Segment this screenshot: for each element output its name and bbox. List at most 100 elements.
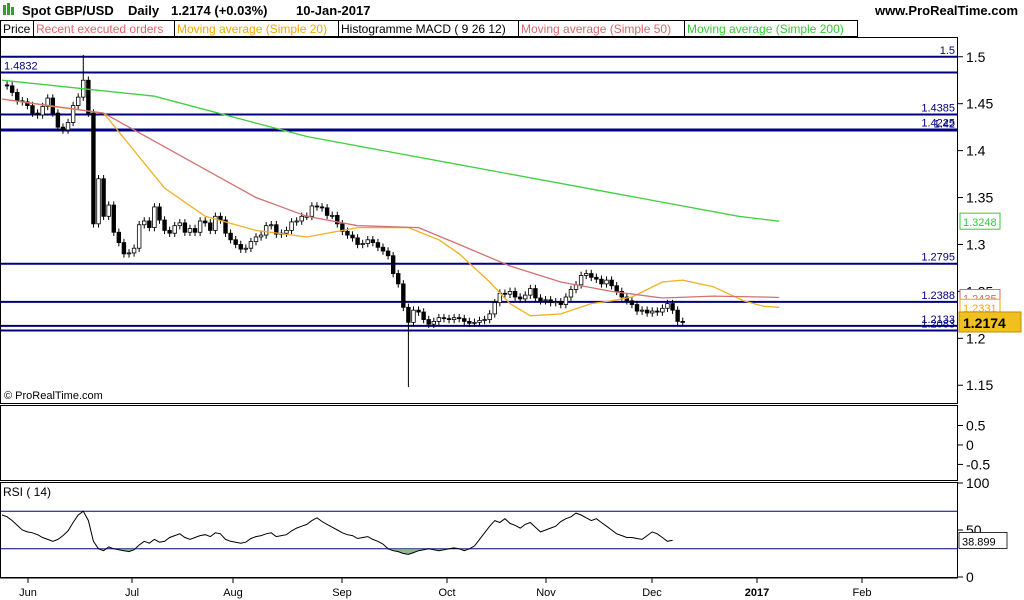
candle-body[interactable] (390, 255, 396, 274)
candle-body[interactable] (91, 112, 96, 225)
candle-body[interactable] (568, 289, 574, 298)
candle-body[interactable] (274, 224, 279, 235)
candle-body[interactable] (187, 228, 193, 233)
candle-body[interactable] (644, 309, 650, 314)
candle-body[interactable] (523, 294, 528, 300)
candle-body[interactable] (314, 205, 320, 208)
candle-body[interactable] (375, 242, 381, 248)
candle-body[interactable] (136, 224, 142, 249)
candle-body[interactable] (25, 101, 30, 106)
candle-body[interactable] (370, 239, 376, 243)
candle-body[interactable] (472, 321, 477, 324)
candle-body[interactable] (126, 252, 132, 255)
candle-body[interactable] (208, 222, 213, 231)
candle-body[interactable] (40, 106, 45, 116)
candle-body[interactable] (502, 292, 508, 295)
candle-body[interactable] (329, 214, 335, 217)
candle-body[interactable] (558, 301, 563, 305)
candle-body[interactable] (634, 304, 640, 312)
candle-body[interactable] (594, 276, 599, 280)
candle-body[interactable] (111, 204, 116, 233)
candle-body[interactable] (360, 243, 365, 245)
candle-body[interactable] (131, 247, 137, 254)
candle-body[interactable] (319, 206, 325, 209)
candle-body[interactable] (172, 225, 177, 234)
legend-tab-label[interactable]: Moving average (Simple 200) (687, 22, 844, 36)
candle-body[interactable] (177, 222, 182, 227)
candle-body[interactable] (30, 105, 35, 114)
sma20-line[interactable] (1, 98, 780, 317)
candle-body[interactable] (243, 247, 249, 250)
candle-body[interactable] (416, 309, 421, 313)
candle-body[interactable] (446, 318, 452, 321)
candle-body[interactable] (619, 290, 624, 298)
candle-body[interactable] (604, 279, 609, 285)
candle-body[interactable] (553, 301, 558, 304)
candle-body[interactable] (655, 310, 660, 313)
candle-body[interactable] (192, 228, 198, 233)
candle-body[interactable] (157, 206, 162, 221)
candle-body[interactable] (248, 241, 254, 249)
candle-body[interactable] (365, 239, 370, 244)
candle-body[interactable] (167, 229, 172, 234)
candle-body[interactable] (284, 229, 289, 234)
candle-body[interactable] (269, 224, 274, 227)
candle-body[interactable] (639, 309, 645, 312)
candle-body[interactable] (380, 246, 386, 252)
legend-tab-box[interactable] (684, 20, 858, 37)
candle-body[interactable] (142, 220, 147, 226)
candle-body[interactable] (162, 219, 167, 231)
candle-body[interactable] (507, 290, 513, 295)
candle-body[interactable] (45, 97, 50, 107)
candle-body[interactable] (258, 234, 264, 238)
candle-body[interactable] (116, 231, 122, 243)
candle-body[interactable] (4, 84, 10, 87)
sma50-line[interactable] (1, 98, 780, 299)
candle-body[interactable] (294, 220, 299, 223)
candle-body[interactable] (614, 285, 619, 292)
candle-body[interactable] (152, 206, 157, 228)
candle-body[interactable] (589, 273, 594, 278)
legend-tab-label[interactable]: Histogramme MACD ( 9 26 12) (341, 22, 506, 36)
candle-body[interactable] (629, 300, 635, 305)
legend-tab-label[interactable]: Price (3, 22, 31, 36)
candle-body[interactable] (106, 204, 111, 217)
candle-body[interactable] (533, 288, 538, 299)
candle-body[interactable] (253, 236, 259, 243)
candle-body[interactable] (340, 223, 345, 232)
candle-body[interactable] (456, 317, 462, 320)
candle-body[interactable] (350, 234, 355, 239)
candle-body[interactable] (182, 222, 188, 233)
candle-body[interactable] (101, 178, 106, 217)
candle-body[interactable] (451, 317, 457, 320)
candle-body[interactable] (238, 244, 243, 250)
candle-body[interactable] (426, 319, 431, 325)
rsi-line[interactable] (1, 510, 673, 555)
candle-body[interactable] (578, 275, 584, 286)
candle-body[interactable] (385, 250, 391, 257)
candle-body[interactable] (609, 279, 614, 287)
candle-body[interactable] (15, 92, 20, 102)
price-panel[interactable]: 1.51.451.41.351.31.251.21.151.51.48321.4… (1, 45, 1022, 393)
candle-body[interactable] (665, 303, 670, 309)
candle-body[interactable] (462, 318, 467, 322)
candle-body[interactable] (289, 221, 294, 231)
candle-body[interactable] (35, 112, 40, 116)
candle-body[interactable] (309, 205, 315, 217)
candle-body[interactable] (197, 220, 203, 233)
candle-body[interactable] (528, 288, 533, 296)
candle-body[interactable] (584, 273, 589, 276)
candle-body[interactable] (467, 321, 472, 324)
candle-body[interactable] (9, 85, 15, 93)
candle-body[interactable] (441, 317, 447, 320)
candle-body[interactable] (421, 311, 426, 320)
legend-tab-label[interactable]: Recent executed orders (36, 22, 163, 36)
candle-body[interactable] (487, 313, 492, 320)
candle-body[interactable] (147, 220, 152, 228)
candle-body[interactable] (65, 122, 71, 131)
candle-body[interactable] (538, 297, 543, 302)
candle-body[interactable] (401, 283, 406, 308)
candle-body[interactable] (548, 299, 553, 304)
candle-body[interactable] (436, 317, 442, 322)
candle-body[interactable] (543, 299, 548, 302)
